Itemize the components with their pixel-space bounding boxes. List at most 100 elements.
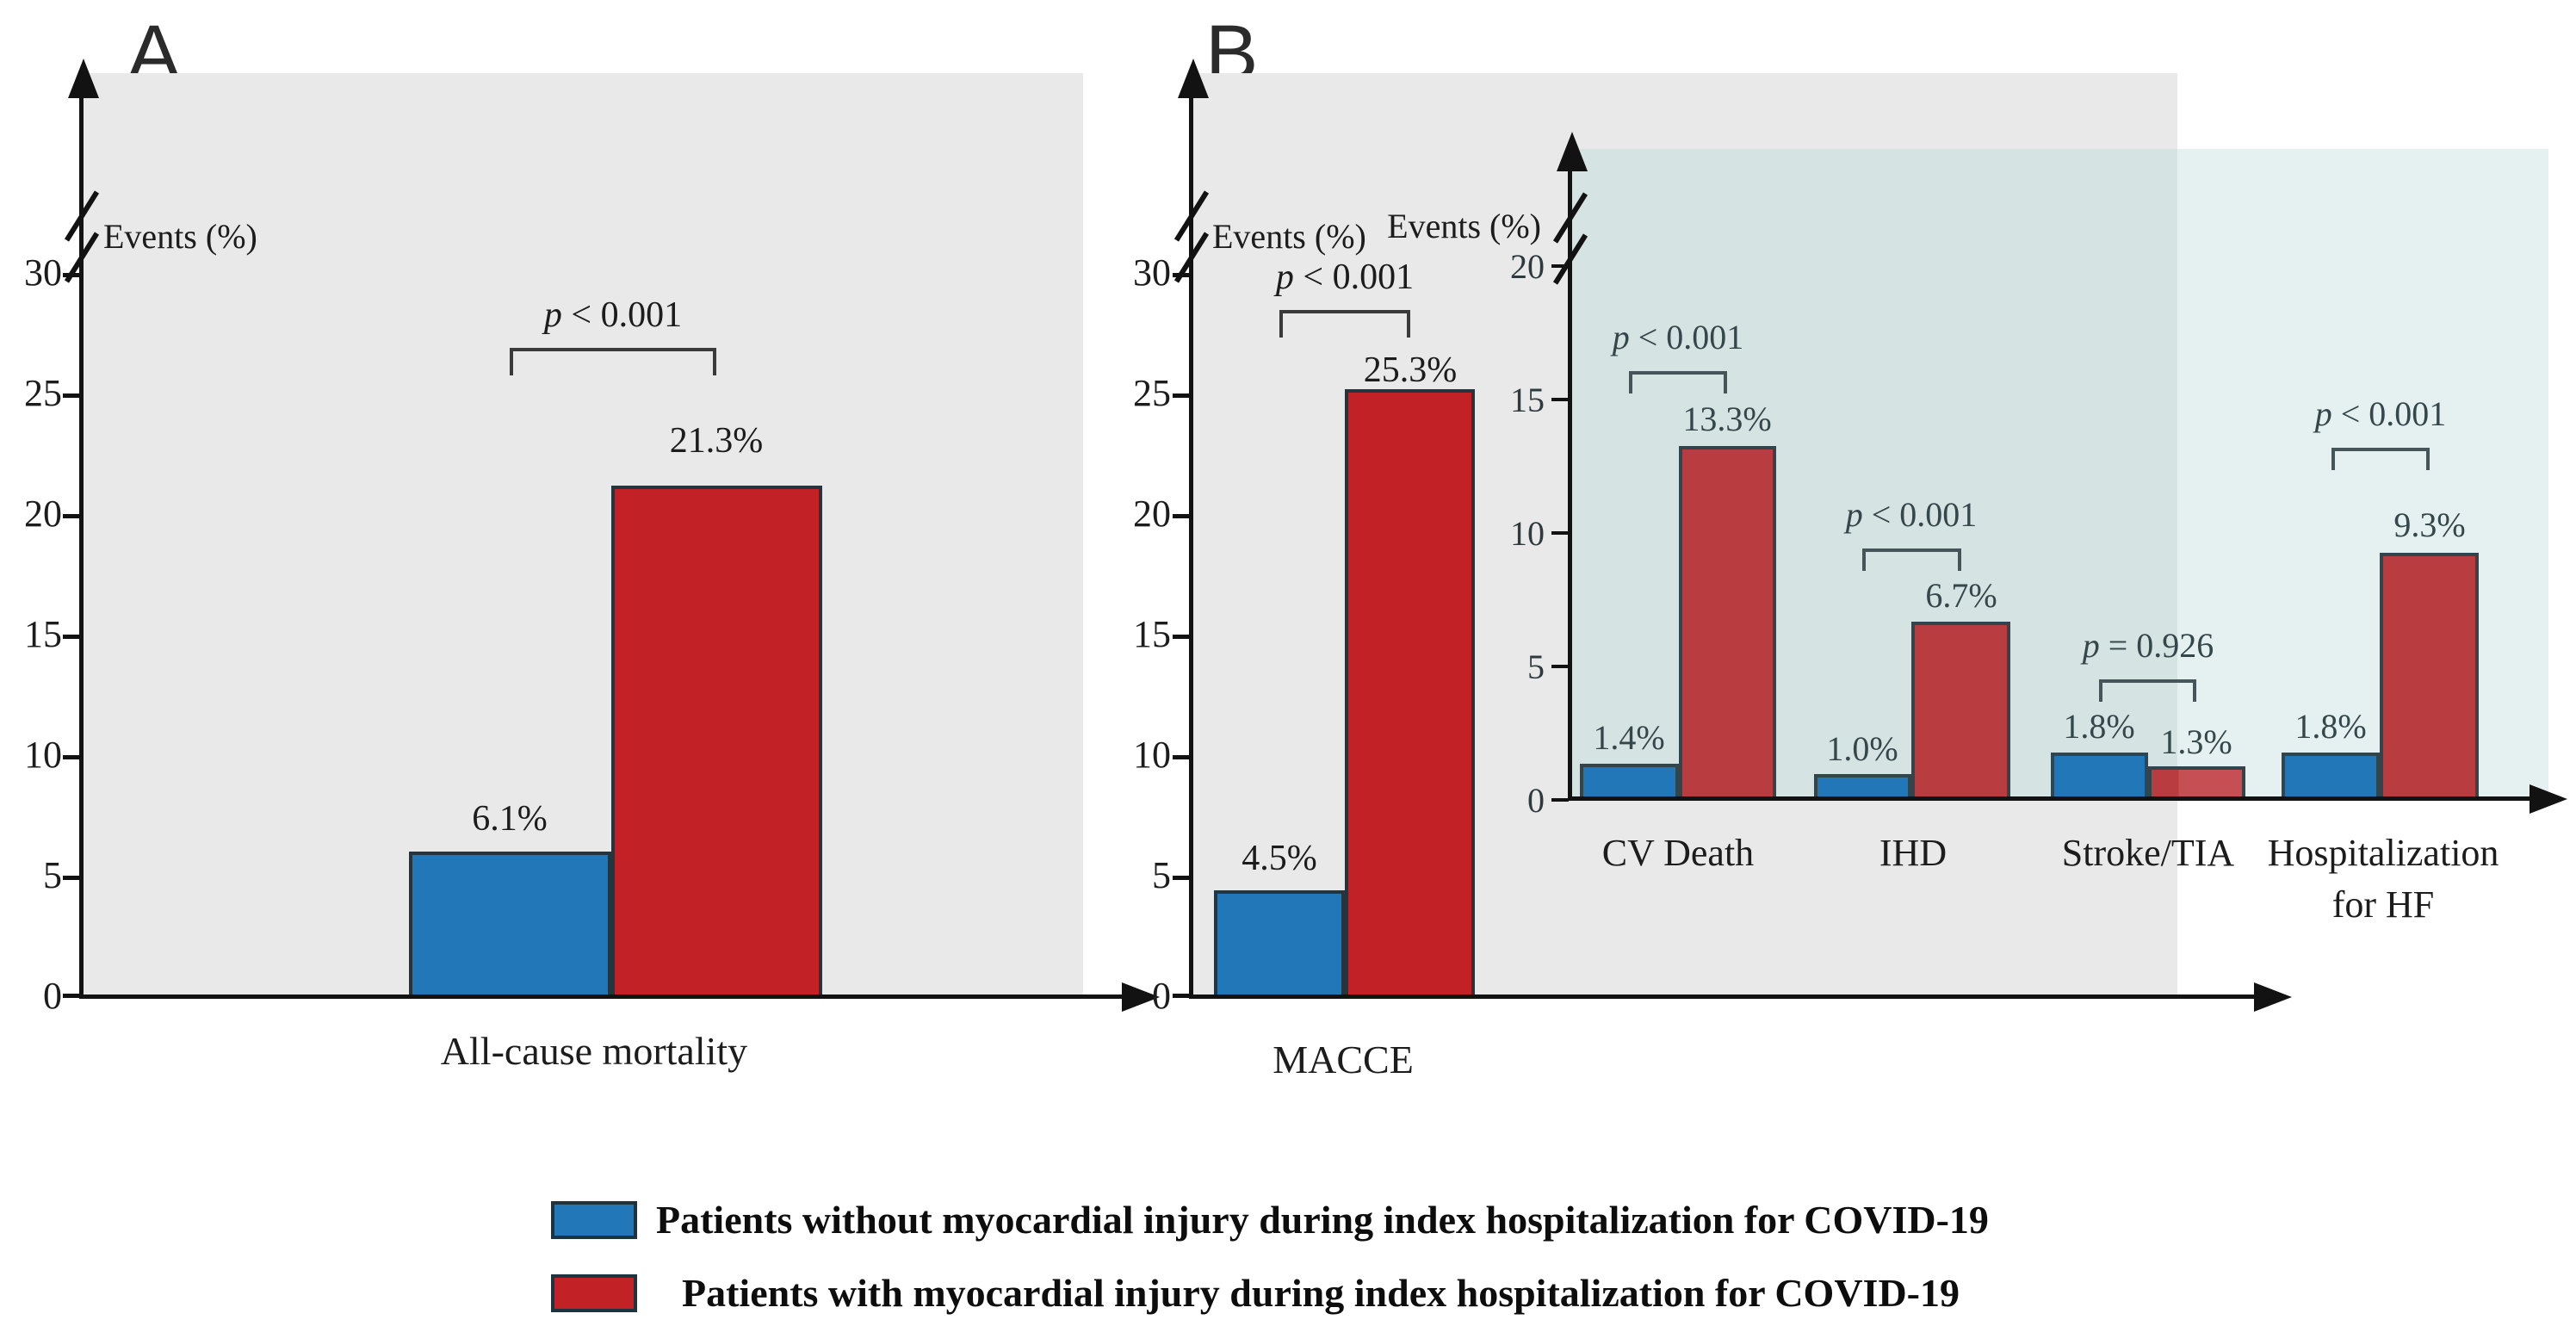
panel-b-x-axis <box>1189 994 2256 999</box>
panel-a-bar-with-injury <box>611 485 822 999</box>
inset-ytick-20: 20 <box>1510 247 1545 286</box>
inset-p-hf: p < 0.001 <box>2251 395 2510 433</box>
panel-b-ytick-25: 25 <box>1133 372 1171 414</box>
inset-p-cvdeath: p < 0.001 <box>1549 319 1807 356</box>
inset-bracket-ihd <box>1862 548 1961 571</box>
tick <box>1173 876 1192 880</box>
inset-ytick-5: 5 <box>1527 648 1545 686</box>
tick <box>1173 514 1192 518</box>
inset-bar-ihd-with <box>1911 622 2010 801</box>
inset-background-over-white <box>2177 149 2548 801</box>
panel-a-ytick-30: 30 <box>24 251 62 294</box>
inset-y-axis-label: Events (%) <box>1387 207 1541 245</box>
inset-bracket-stroke <box>2099 679 2196 702</box>
panel-b-p-value: p < 0.001 <box>1216 257 1474 298</box>
panel-a-x-axis <box>79 994 1124 999</box>
panel-a-p-value: p < 0.001 <box>484 294 742 336</box>
panel-b-x-axis-arrow-icon <box>2254 982 2292 1012</box>
inset-p-stroke: p = 0.926 <box>2019 627 2277 665</box>
tick <box>1551 531 1569 535</box>
tick <box>63 876 82 880</box>
tick <box>1173 635 1192 639</box>
inset-category-hf-line2: for HF <box>2331 883 2435 926</box>
inset-x-axis <box>1568 796 2531 801</box>
p-comparison: < 0.001 <box>2340 394 2447 433</box>
inset-category-cvdeath: CV Death <box>1601 832 1755 874</box>
p-symbol: p <box>2314 394 2332 433</box>
panel-b-ytick-10: 10 <box>1133 734 1171 776</box>
inset-bar-hf-without <box>2282 753 2380 801</box>
tick <box>63 994 82 998</box>
inset-bracket-cvdeath <box>1629 371 1727 393</box>
panel-b-value-with: 25.3% <box>1363 350 1458 390</box>
p-symbol: p <box>543 295 562 335</box>
inset-ytick-15: 15 <box>1510 381 1545 419</box>
tick <box>63 635 82 639</box>
inset-bar-stroke-with <box>2148 765 2245 801</box>
inset-bracket-hf <box>2331 448 2430 470</box>
panel-b-bar-without-injury <box>1214 890 1345 999</box>
panel-b-value-without: 4.5% <box>1242 839 1317 878</box>
panel-a-ytick-20: 20 <box>24 493 62 535</box>
panel-a-x-axis-arrow-icon <box>1122 982 1160 1012</box>
p-symbol: p <box>2082 626 2100 665</box>
inset-value-stroke-with: 1.3% <box>2160 722 2232 761</box>
panel-a-y-axis-arrow-icon <box>68 59 99 98</box>
inset-value-cvdeath-with: 13.3% <box>1682 400 1772 438</box>
tick <box>63 755 82 759</box>
p-comparison: < 0.001 <box>571 295 683 335</box>
panel-b-significance-bracket <box>1279 310 1410 338</box>
panel-b-y-axis <box>1189 93 1193 999</box>
inset-category-stroke: Stroke/TIA <box>2061 832 2235 874</box>
panel-b-bar-with-injury <box>1345 388 1475 999</box>
tick <box>63 273 82 277</box>
p-symbol: p <box>1845 495 1863 534</box>
tick <box>1551 665 1569 668</box>
panel-a-value-without: 6.1% <box>472 799 548 839</box>
legend-label-without-injury: Patients without myocardial injury durin… <box>656 1198 1989 1242</box>
panel-a-x-category: All-cause mortality <box>440 1029 748 1073</box>
panel-b-y-axis-arrow-icon <box>1178 59 1209 98</box>
legend-row-without-injury: Patients without myocardial injury durin… <box>551 1199 1989 1242</box>
inset-bar-cvdeath-with <box>1679 445 1776 801</box>
p-comparison: < 0.001 <box>1303 257 1415 297</box>
inset-value-cvdeath-without: 1.4% <box>1593 718 1665 757</box>
panel-b-ytick-15: 15 <box>1133 613 1171 655</box>
panel-a-significance-bracket <box>510 348 716 375</box>
inset-bar-hf-with <box>2380 552 2479 801</box>
tick <box>1173 393 1192 398</box>
inset-x-axis-arrow-icon <box>2530 784 2567 814</box>
panel-b-ytick-20: 20 <box>1133 493 1171 535</box>
legend-row-with-injury: Patients with myocardial injury during i… <box>551 1272 1960 1315</box>
panel-a-ytick-0: 0 <box>43 975 62 1017</box>
inset-y-axis <box>1568 169 1572 801</box>
panel-a-ytick-10: 10 <box>24 734 62 776</box>
panel-a-ytick-5: 5 <box>43 854 62 896</box>
tick <box>1173 273 1192 277</box>
tick <box>1173 755 1192 759</box>
tick <box>1551 398 1569 401</box>
inset-p-ihd: p < 0.001 <box>1782 496 2040 534</box>
inset-category-ihd: IHD <box>1879 832 1947 874</box>
inset-ytick-10: 10 <box>1510 514 1545 553</box>
panel-a-y-axis-label: Events (%) <box>103 217 257 256</box>
inset-background-over-panel <box>1570 149 2177 801</box>
legend-label-with-injury: Patients with myocardial injury during i… <box>682 1271 1960 1315</box>
panel-b-ytick-0: 0 <box>1152 975 1171 1017</box>
inset-category-hf-line1: Hospitalization <box>2267 832 2499 874</box>
panel-a-ytick-25: 25 <box>24 372 62 414</box>
p-comparison: < 0.001 <box>1638 318 1744 356</box>
inset-y-axis-arrow-icon <box>1557 132 1588 171</box>
inset-ytick-0: 0 <box>1527 781 1545 820</box>
p-symbol: p <box>1275 257 1294 297</box>
inset-value-stroke-without: 1.8% <box>2063 707 2135 746</box>
panel-b-x-category: MACCE <box>1273 1038 1414 1081</box>
p-comparison: = 0.926 <box>2108 626 2214 665</box>
tick <box>1173 994 1192 998</box>
inset-value-ihd-with: 6.7% <box>1925 576 1997 615</box>
panel-a-value-with: 21.3% <box>669 421 764 461</box>
p-symbol: p <box>1612 318 1630 356</box>
legend-swatch-red <box>551 1274 637 1312</box>
panel-a-bar-without-injury <box>409 852 611 999</box>
